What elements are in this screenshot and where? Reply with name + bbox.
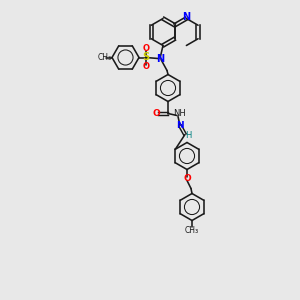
Text: H: H bbox=[185, 131, 191, 140]
Text: S: S bbox=[142, 52, 150, 62]
Text: CH₃: CH₃ bbox=[185, 226, 199, 235]
Text: N: N bbox=[156, 53, 164, 64]
Text: O: O bbox=[142, 44, 149, 53]
Text: O: O bbox=[142, 62, 149, 71]
Text: N: N bbox=[182, 13, 190, 22]
Text: O: O bbox=[183, 174, 191, 183]
Text: NH: NH bbox=[172, 110, 185, 118]
Text: O: O bbox=[152, 109, 160, 118]
Text: CH₃: CH₃ bbox=[98, 53, 112, 62]
Text: N: N bbox=[176, 121, 184, 130]
